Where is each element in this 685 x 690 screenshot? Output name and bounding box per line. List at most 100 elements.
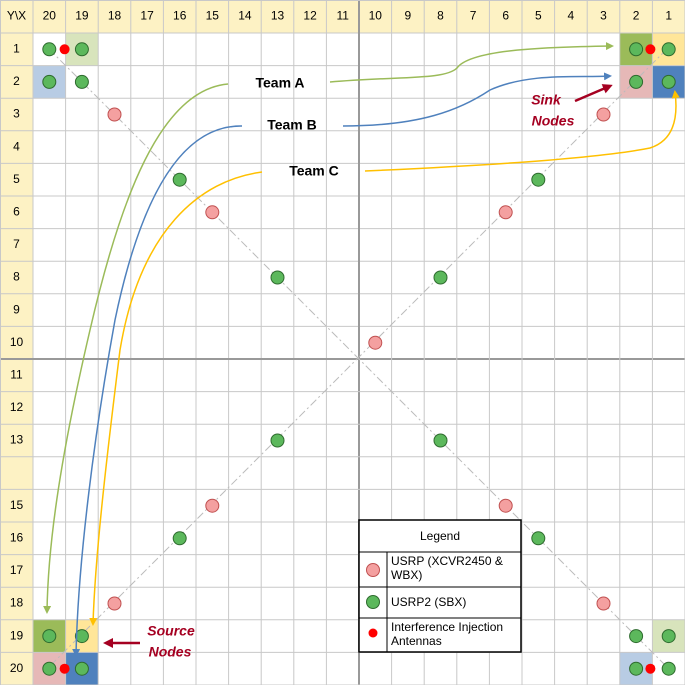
- usrp2-node: [270, 270, 285, 285]
- column-label: 15: [206, 9, 220, 23]
- row-label: 4: [13, 139, 20, 153]
- legend-swatch: [366, 595, 380, 609]
- usrp2-node: [74, 74, 89, 89]
- usrp2-node: [531, 172, 546, 187]
- usrp-node: [498, 498, 513, 513]
- column-label: 3: [600, 9, 607, 23]
- team-a-path: [329, 42, 614, 83]
- usrp2-node: [172, 531, 187, 546]
- team-b-path: [342, 72, 612, 127]
- team-label: Team B: [267, 117, 317, 133]
- row-label: 6: [13, 204, 20, 218]
- row-label: 5: [13, 172, 20, 186]
- usrp2-node: [172, 172, 187, 187]
- column-label: 6: [502, 9, 509, 23]
- team-c-path: [364, 90, 680, 172]
- usrp-node: [596, 596, 611, 611]
- usrp2-node: [661, 42, 676, 57]
- usrp2-node: [433, 433, 448, 448]
- diagonal: [48, 48, 668, 668]
- column-label: 19: [75, 9, 89, 23]
- column-label: 18: [108, 9, 122, 23]
- column-label: 17: [140, 9, 154, 23]
- team-b-path: [72, 125, 243, 657]
- usrp2-node: [433, 270, 448, 285]
- usrp2-node: [629, 42, 644, 57]
- column-label: 1: [665, 9, 672, 23]
- team-label: Team A: [255, 75, 304, 91]
- column-label: 13: [271, 9, 285, 23]
- column-label: 16: [173, 9, 187, 23]
- team-c-path: [89, 171, 263, 626]
- column-label: 11: [336, 9, 349, 23]
- row-label: 3: [13, 107, 20, 121]
- row-label: 2: [13, 74, 20, 88]
- legend-swatch: [366, 563, 380, 577]
- row-label: 16: [10, 530, 24, 544]
- row-label: 11: [10, 367, 23, 381]
- row-label: 18: [10, 596, 24, 610]
- header-bg: [0, 0, 33, 685]
- usrp-node: [368, 335, 383, 350]
- column-label: 20: [43, 9, 57, 23]
- usrp2-node: [42, 74, 57, 89]
- header-bg: [0, 0, 685, 33]
- legend: Legend USRP (XCVR2450 & WBX) USRP2 (SBX)…: [358, 519, 522, 653]
- corner-label: Y\X: [7, 9, 26, 23]
- usrp2-node: [270, 433, 285, 448]
- row-label: 13: [10, 433, 24, 447]
- usrp2-node: [74, 629, 89, 644]
- column-label: 5: [535, 9, 542, 23]
- team-label: Team C: [289, 163, 339, 179]
- usrp2-node: [629, 661, 644, 676]
- column-label: 10: [369, 9, 383, 23]
- source-label: Nodes: [149, 644, 192, 660]
- legend-item: USRP2 (SBX): [391, 595, 467, 609]
- usrp-node: [205, 205, 220, 220]
- usrp2-node: [629, 74, 644, 89]
- legend-title: Legend: [420, 529, 460, 543]
- legend-item: Interference Injection Antennas: [391, 620, 504, 648]
- row-label: 15: [10, 498, 24, 512]
- source-label: Source: [147, 623, 195, 639]
- column-label: 7: [470, 9, 477, 23]
- team-a-path: [43, 83, 229, 614]
- usrp-node: [596, 107, 611, 122]
- legend-item: USRP (XCVR2450 & WBX): [391, 554, 503, 582]
- sink-label: Sink: [531, 92, 562, 108]
- column-label: 2: [633, 9, 640, 23]
- usrp2-node: [629, 629, 644, 644]
- sink-label: Nodes: [532, 113, 575, 129]
- usrp2-node: [74, 661, 89, 676]
- legend-swatch: [368, 628, 378, 638]
- usrp2-node: [531, 531, 546, 546]
- usrp2-node: [661, 661, 676, 676]
- row-label: 20: [10, 661, 24, 675]
- row-label: 19: [10, 628, 24, 642]
- interference-antenna: [59, 44, 70, 55]
- usrp-node: [107, 596, 122, 611]
- interference-antenna: [59, 663, 70, 674]
- interference-antenna: [645, 44, 656, 55]
- row-label: 9: [13, 302, 20, 316]
- usrp2-node: [74, 42, 89, 57]
- usrp2-node: [661, 74, 676, 89]
- usrp2-node: [42, 629, 57, 644]
- sink-arrow: [574, 84, 613, 103]
- column-label: 9: [405, 9, 412, 23]
- usrp2-node: [42, 661, 57, 676]
- row-label: 1: [13, 41, 20, 55]
- row-label: 8: [13, 270, 20, 284]
- row-label: 7: [13, 237, 20, 251]
- interference-antenna: [645, 663, 656, 674]
- row-label: 12: [10, 400, 24, 414]
- row-label: 17: [10, 563, 24, 577]
- usrp2-node: [42, 42, 57, 57]
- column-label: 4: [568, 9, 575, 23]
- column-label: 12: [303, 9, 317, 23]
- usrp-node: [107, 107, 122, 122]
- usrp-node: [498, 205, 513, 220]
- usrp2-node: [661, 629, 676, 644]
- column-label: 14: [238, 9, 252, 23]
